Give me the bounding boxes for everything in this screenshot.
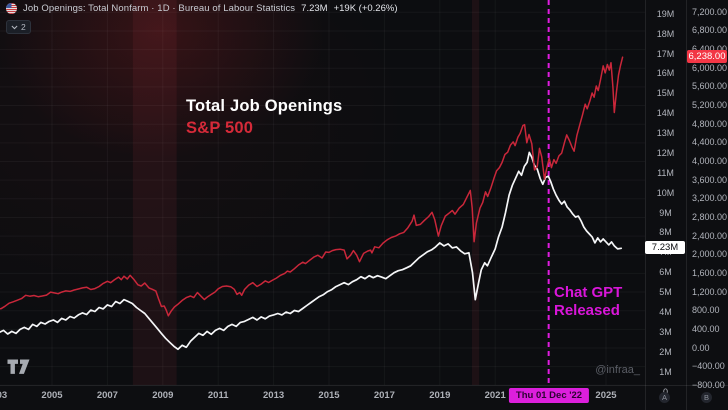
symbol-last-value: 7.23M xyxy=(301,3,328,14)
us-flag-icon xyxy=(6,3,17,14)
price-scale-openings[interactable]: 7.23M 19M 18M 17M 16M 15M 14M 13M 12M 11M 10M 9M 8M… xyxy=(645,0,686,397)
openings-axis-tick: 17M xyxy=(656,48,675,59)
sp500-axis-tick: 3,600.00 xyxy=(692,174,728,185)
sp500-axis-tick: −800.00 xyxy=(692,379,725,390)
sp500-axis-tick: 6,800.00 xyxy=(692,25,728,36)
time-axis-tick: 2015 xyxy=(318,390,340,401)
openings-axis-tick: 5M xyxy=(659,287,672,298)
scale-button-b[interactable]: B xyxy=(701,392,712,403)
sp500-axis-tick: −400.00 xyxy=(692,361,725,372)
chart-canvas[interactable] xyxy=(0,0,645,385)
sp500-axis-tick: 0.00 xyxy=(692,342,710,353)
chart-pane[interactable]: Job Openings: Total Nonfarm · 1D · Burea… xyxy=(0,0,645,385)
legend-collapse-chip[interactable]: 2 xyxy=(6,20,31,34)
sp500-axis-tick: 2,000.00 xyxy=(692,249,728,260)
time-scale-separator xyxy=(0,385,728,386)
openings-axis-tick: 11M xyxy=(657,167,674,178)
time-axis-tick: 2017 xyxy=(373,390,395,401)
time-axis-tick: 2005 xyxy=(41,390,63,401)
openings-axis-tick: 18M xyxy=(656,28,675,39)
sp500-axis-tick: 4,400.00 xyxy=(692,137,728,148)
openings-axis-tick: 14M xyxy=(656,108,675,119)
time-axis-tick: 2009 xyxy=(152,390,174,401)
sp500-axis-tick: 4,000.00 xyxy=(692,156,728,166)
sp500-axis-tick: 6,000.00 xyxy=(692,62,728,73)
sp500-axis-tick: 5,200.00 xyxy=(692,100,728,111)
time-axis-tick: 2019 xyxy=(429,390,451,401)
chatgpt-released-annotation: Chat GPT Released xyxy=(554,284,622,320)
openings-axis-tick: 16M xyxy=(656,68,675,79)
sp500-axis-tick: 1,600.00 xyxy=(692,267,728,278)
time-axis-tick: 2011 xyxy=(207,390,229,401)
annotation-line-1: Chat GPT xyxy=(554,284,623,301)
openings-axis-tick: 13M xyxy=(656,128,675,139)
scale-button-a[interactable]: A xyxy=(659,392,670,403)
sp500-axis-tick: 400.00 xyxy=(692,323,720,334)
symbol-change: +19K (+0.26%) xyxy=(333,3,398,14)
openings-axis-tick: 8M xyxy=(659,227,672,238)
openings-axis-tick: 4M xyxy=(659,306,672,317)
time-axis-tick: 2021 xyxy=(484,390,506,401)
time-axis-tick: 2025 xyxy=(595,390,617,401)
indicator-count: 2 xyxy=(21,22,26,32)
grid-lines xyxy=(0,0,645,385)
openings-current-price-badge: 7.23M xyxy=(645,241,685,255)
time-axis-tick: 2003 xyxy=(0,390,8,401)
watermark-handle: @infraa_ xyxy=(595,364,640,376)
chart-legend[interactable]: Job Openings: Total Nonfarm · 1D · Burea… xyxy=(6,3,397,14)
time-axis-tick: 2013 xyxy=(263,390,285,401)
openings-axis-tick: 10M xyxy=(656,187,675,198)
sp500-axis-tick: 800.00 xyxy=(692,305,720,316)
tradingview-logo[interactable] xyxy=(7,359,31,380)
price-scale-separator-2 xyxy=(686,0,687,410)
recession-shading xyxy=(132,0,480,385)
openings-axis-tick: 12M xyxy=(656,147,675,158)
price-scale-separator-1 xyxy=(645,0,646,410)
symbol-title[interactable]: Job Openings: Total Nonfarm · 1D · Burea… xyxy=(23,3,296,14)
openings-axis-tick: 2M xyxy=(659,346,672,357)
sp500-axis-tick: 2,800.00 xyxy=(692,211,728,222)
sp500-axis-tick: 5,600.00 xyxy=(692,81,728,92)
openings-axis-tick: 19M xyxy=(656,8,675,19)
openings-axis-tick: 3M xyxy=(659,326,672,337)
openings-axis-tick: 9M xyxy=(659,207,672,218)
openings-axis-tick: 15M xyxy=(656,88,675,99)
vline-date-badge: Thu 01 Dec '22 xyxy=(508,388,590,403)
time-axis-tick: 2007 xyxy=(96,390,118,401)
price-scale-sp500[interactable]: 6,238.00 7,200.00 6,800.00 6,400.00 6,000.0… xyxy=(686,0,728,390)
sp500-axis-tick: 6,400.00 xyxy=(692,44,728,55)
chevron-down-icon xyxy=(11,25,18,29)
annotation-line-2: Released xyxy=(554,302,620,319)
data-series-lines xyxy=(0,56,624,351)
openings-axis-tick: 1M xyxy=(659,366,672,377)
sp500-axis-tick: 4,800.00 xyxy=(692,118,728,129)
sp500-axis-tick: 2,400.00 xyxy=(692,230,728,241)
overlay-title-sp500: S&P 500 xyxy=(186,119,254,137)
overlay-title-job-openings: Total Job Openings xyxy=(186,97,343,115)
openings-axis-tick: 6M xyxy=(659,267,672,278)
sp500-axis-tick: 1,200.00 xyxy=(692,286,728,297)
sp500-current-price-badge: 6,238.00 xyxy=(687,50,727,64)
openings-axis-tick: 0 xyxy=(645,387,686,397)
time-scale[interactable]: Thu 01 Dec '22 A B 2003 2005 2007 2009 2011 2… xyxy=(0,385,728,410)
sp500-axis-tick: 3,200.00 xyxy=(692,193,728,204)
sp500-axis-tick: 7,200.00 xyxy=(692,6,728,17)
